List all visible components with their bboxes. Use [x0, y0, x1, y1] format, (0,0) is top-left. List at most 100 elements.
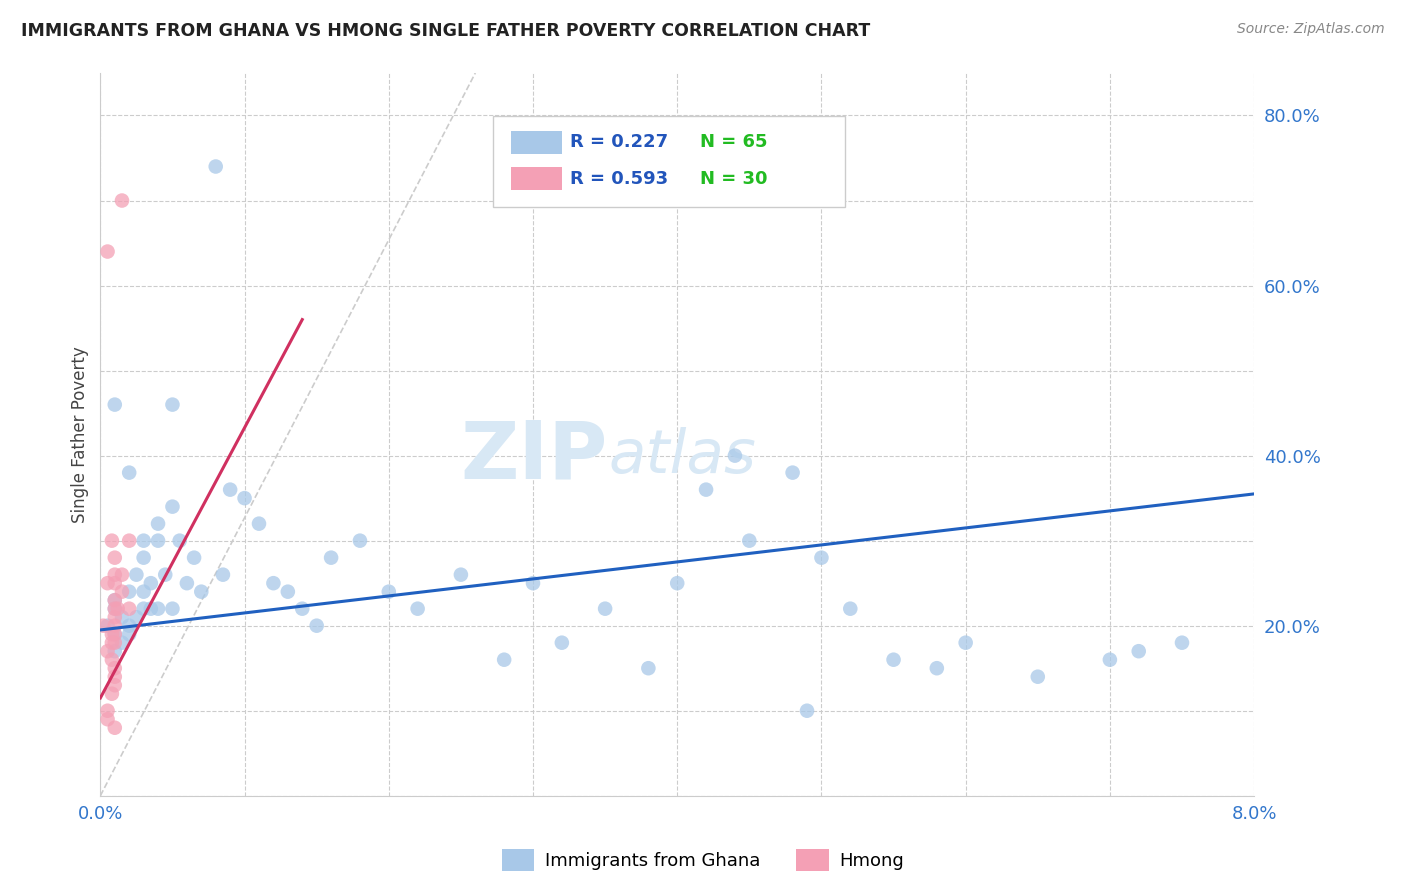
Point	[593, 601, 616, 615]
Point	[125, 610, 148, 624]
Point	[551, 636, 574, 650]
Point	[104, 644, 127, 658]
Point	[104, 721, 127, 735]
Point	[97, 618, 120, 632]
Text: N = 65: N = 65	[700, 134, 768, 152]
Point	[118, 618, 141, 632]
Point	[104, 601, 127, 615]
Point	[118, 466, 141, 480]
Point	[176, 576, 198, 591]
Point	[494, 653, 516, 667]
Point	[104, 593, 127, 607]
Point	[101, 636, 124, 650]
Point	[125, 567, 148, 582]
Point	[97, 644, 120, 658]
Legend: Immigrants from Ghana, Hmong: Immigrants from Ghana, Hmong	[495, 842, 911, 879]
Point	[146, 601, 169, 615]
Point	[305, 618, 328, 632]
Point	[104, 661, 127, 675]
Point	[118, 601, 141, 615]
Point	[1098, 653, 1121, 667]
Point	[522, 576, 544, 591]
Text: IMMIGRANTS FROM GHANA VS HMONG SINGLE FATHER POVERTY CORRELATION CHART: IMMIGRANTS FROM GHANA VS HMONG SINGLE FA…	[21, 22, 870, 40]
Point	[118, 533, 141, 548]
Point	[219, 483, 242, 497]
Point	[738, 533, 761, 548]
Text: Source: ZipAtlas.com: Source: ZipAtlas.com	[1237, 22, 1385, 37]
Text: R = 0.227: R = 0.227	[569, 134, 668, 152]
Point	[925, 661, 948, 675]
Point	[666, 576, 689, 591]
Point	[139, 601, 162, 615]
Point	[132, 550, 155, 565]
Point	[406, 601, 429, 615]
Text: atlas: atlas	[607, 426, 756, 485]
Point	[132, 584, 155, 599]
Point	[97, 244, 120, 259]
Point	[139, 576, 162, 591]
Point	[247, 516, 270, 531]
Point	[104, 593, 127, 607]
Point	[839, 601, 862, 615]
Point	[450, 567, 472, 582]
Point	[104, 550, 127, 565]
Text: ZIP: ZIP	[461, 417, 607, 495]
Point	[111, 610, 134, 624]
Text: R = 0.593: R = 0.593	[569, 169, 668, 187]
Point	[104, 636, 127, 650]
FancyBboxPatch shape	[492, 116, 845, 207]
Point	[146, 533, 169, 548]
Point	[291, 601, 314, 615]
Point	[319, 550, 342, 565]
Point	[104, 576, 127, 591]
Point	[91, 618, 114, 632]
Point	[101, 627, 124, 641]
Point	[97, 576, 120, 591]
Point	[111, 636, 134, 650]
Point	[183, 550, 205, 565]
Point	[155, 567, 177, 582]
Point	[104, 398, 127, 412]
Point	[883, 653, 905, 667]
Point	[97, 704, 120, 718]
Point	[169, 533, 191, 548]
Point	[204, 160, 226, 174]
Point	[1026, 670, 1049, 684]
Point	[233, 491, 256, 505]
Point	[162, 601, 184, 615]
FancyBboxPatch shape	[512, 167, 562, 190]
Point	[695, 483, 717, 497]
Point	[101, 533, 124, 548]
Point	[378, 584, 401, 599]
Point	[104, 627, 127, 641]
FancyBboxPatch shape	[512, 131, 562, 154]
Point	[190, 584, 212, 599]
Point	[212, 567, 235, 582]
Point	[132, 533, 155, 548]
Point	[104, 627, 127, 641]
Point	[104, 670, 127, 684]
Point	[262, 576, 284, 591]
Point	[111, 194, 134, 208]
Point	[107, 601, 129, 615]
Point	[796, 704, 818, 718]
Point	[637, 661, 659, 675]
Text: N = 30: N = 30	[700, 169, 768, 187]
Point	[111, 567, 134, 582]
Point	[955, 636, 977, 650]
Point	[1171, 636, 1194, 650]
Point	[132, 601, 155, 615]
Y-axis label: Single Father Poverty: Single Father Poverty	[72, 346, 89, 523]
Point	[104, 601, 127, 615]
Point	[104, 610, 127, 624]
Point	[349, 533, 371, 548]
Point	[782, 466, 804, 480]
Point	[104, 618, 127, 632]
Point	[104, 567, 127, 582]
Point	[104, 678, 127, 692]
Point	[118, 584, 141, 599]
Point	[101, 687, 124, 701]
Point	[162, 398, 184, 412]
Point	[1128, 644, 1150, 658]
Point	[97, 712, 120, 726]
